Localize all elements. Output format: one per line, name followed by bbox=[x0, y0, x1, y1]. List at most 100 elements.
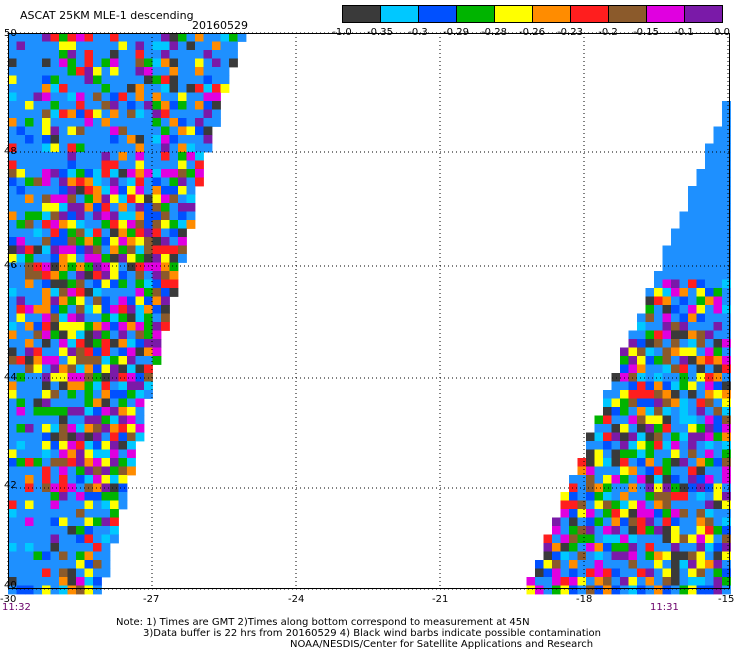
swath-cell bbox=[101, 33, 111, 42]
swath-cell bbox=[59, 143, 68, 153]
swath-cell bbox=[603, 458, 612, 467]
swath-cell bbox=[50, 84, 60, 93]
swath-cell bbox=[603, 483, 612, 493]
swath-cell bbox=[59, 526, 68, 535]
swath-cell bbox=[50, 67, 60, 76]
swath-cell bbox=[220, 84, 230, 93]
swath-cell bbox=[42, 398, 51, 408]
swath-cell bbox=[50, 483, 60, 493]
swath-cell bbox=[152, 135, 162, 144]
swath-cell bbox=[169, 271, 179, 280]
swath-cell bbox=[135, 398, 145, 408]
swath-cell bbox=[722, 534, 731, 544]
swath-cell bbox=[144, 330, 153, 340]
swath-cell bbox=[713, 245, 723, 255]
swath-cell bbox=[33, 577, 43, 586]
swath-cell bbox=[611, 441, 621, 450]
swath-cell bbox=[144, 220, 153, 229]
swath-cell bbox=[144, 109, 153, 119]
swath-cell bbox=[50, 186, 60, 195]
swath-cell bbox=[195, 169, 204, 178]
swath-cell bbox=[152, 194, 162, 204]
swath-cell bbox=[118, 220, 128, 229]
swath-cell bbox=[594, 492, 604, 501]
swath-cell bbox=[543, 577, 553, 586]
swath-cell bbox=[93, 203, 102, 212]
swath-cell bbox=[76, 126, 85, 136]
swath-cell bbox=[722, 458, 731, 467]
swath-cell bbox=[212, 33, 221, 42]
swath-cell bbox=[577, 458, 587, 467]
swath-cell bbox=[93, 152, 102, 161]
swath-cell bbox=[16, 50, 26, 59]
swath-cell bbox=[637, 492, 646, 501]
swath-cell bbox=[16, 245, 26, 255]
swath-cell bbox=[93, 109, 102, 119]
swath-cell bbox=[178, 92, 187, 102]
swath-cell bbox=[118, 441, 128, 450]
swath-cell bbox=[76, 109, 85, 119]
swath-cell bbox=[620, 356, 629, 365]
swath-cell bbox=[671, 517, 680, 527]
swath-cell bbox=[161, 322, 170, 331]
swath-cell bbox=[628, 577, 638, 586]
swath-cell bbox=[25, 126, 34, 136]
swath-cell bbox=[76, 75, 85, 85]
swath-cell bbox=[93, 347, 102, 357]
swath-cell bbox=[135, 101, 145, 110]
swath-cell bbox=[135, 254, 145, 263]
swath-cell bbox=[67, 381, 77, 391]
swath-cell bbox=[33, 177, 43, 187]
swath-cell bbox=[688, 254, 697, 263]
swath-cell bbox=[628, 364, 638, 374]
swath-cell bbox=[671, 500, 680, 510]
swath-cell bbox=[118, 347, 128, 357]
swath-cell bbox=[110, 67, 119, 76]
swath-cell bbox=[161, 305, 170, 314]
swath-cell bbox=[84, 475, 94, 484]
swath-cell bbox=[620, 534, 629, 544]
swath-cell bbox=[713, 543, 723, 552]
swath-cell bbox=[645, 551, 655, 561]
swath-cell bbox=[118, 101, 128, 110]
swath-cell bbox=[42, 126, 51, 136]
swath-cell bbox=[67, 432, 77, 442]
swath-cell bbox=[50, 449, 60, 459]
swath-cell bbox=[152, 322, 162, 331]
swath-cell bbox=[552, 534, 561, 544]
swath-cell bbox=[67, 41, 77, 51]
swath-cell bbox=[50, 118, 60, 127]
swath-cell bbox=[178, 84, 187, 93]
swath-cell bbox=[722, 577, 731, 586]
swath-cell bbox=[679, 373, 689, 382]
swath-cell bbox=[16, 339, 26, 348]
swath-cell bbox=[8, 347, 17, 357]
swath-cell bbox=[84, 101, 94, 110]
swath-cell bbox=[16, 441, 26, 450]
swath-cell bbox=[135, 237, 145, 246]
swath-cell bbox=[696, 177, 706, 187]
swath-cell bbox=[135, 339, 145, 348]
swath-cell bbox=[144, 390, 153, 399]
swath-cell bbox=[127, 322, 136, 331]
swath-cell bbox=[110, 33, 119, 42]
swath-cell bbox=[671, 262, 680, 272]
swath-cell bbox=[611, 534, 621, 544]
swath-cell bbox=[662, 330, 672, 340]
swath-cell bbox=[688, 288, 697, 297]
swath-cell bbox=[611, 577, 621, 586]
swath-cell bbox=[42, 347, 51, 357]
swath-cell bbox=[25, 84, 34, 93]
swath-cell bbox=[33, 432, 43, 442]
swath-cell bbox=[25, 92, 34, 102]
swath-cell bbox=[178, 101, 187, 110]
swath-cell bbox=[127, 305, 136, 314]
swath-cell bbox=[186, 50, 196, 59]
swath-cell bbox=[671, 254, 680, 263]
swath-cell bbox=[76, 203, 85, 212]
swath-cell bbox=[611, 517, 621, 527]
swath-cell bbox=[59, 381, 68, 391]
swath-cell bbox=[16, 534, 26, 544]
swath-cell bbox=[50, 75, 60, 85]
swath-cell bbox=[722, 381, 731, 391]
